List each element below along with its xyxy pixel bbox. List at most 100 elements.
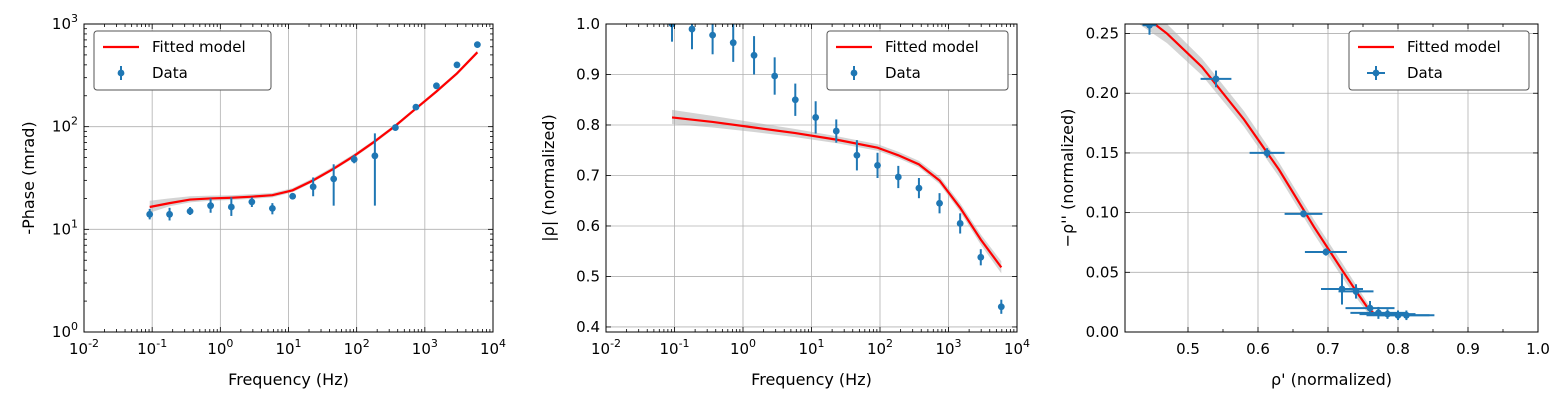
tick-exponent: 2 bbox=[886, 337, 893, 350]
tick-exponent: 0 bbox=[226, 337, 233, 350]
data-point bbox=[956, 213, 964, 234]
data-point bbox=[309, 177, 317, 197]
data-point bbox=[688, 24, 696, 50]
data-marker bbox=[433, 82, 440, 90]
data-point bbox=[750, 36, 758, 75]
legend-data-swatch bbox=[117, 66, 125, 80]
data-marker bbox=[1322, 248, 1330, 256]
data-marker bbox=[1146, 24, 1153, 29]
data-point bbox=[207, 198, 215, 213]
tick-base: 10 bbox=[935, 340, 954, 358]
y-tick-label: 0.7 bbox=[576, 166, 600, 184]
y-tick-label: 102 bbox=[52, 115, 78, 136]
data-marker bbox=[1212, 75, 1220, 83]
x-tick-label: 0.9 bbox=[1456, 340, 1480, 358]
data-point bbox=[915, 178, 923, 199]
data-point bbox=[1304, 248, 1347, 256]
y-tick-label: 0.4 bbox=[576, 318, 600, 336]
y-tick-label: 0.05 bbox=[1086, 263, 1119, 281]
tick-base: 10 bbox=[480, 340, 499, 358]
x-tick-label: 1.0 bbox=[1526, 340, 1550, 358]
data-marker bbox=[248, 198, 256, 206]
legend-data-swatch bbox=[850, 66, 858, 80]
data-marker bbox=[668, 24, 676, 28]
data-marker bbox=[330, 175, 338, 183]
data-marker bbox=[729, 39, 737, 47]
data-point bbox=[997, 299, 1005, 314]
tick-exponent: -1 bbox=[679, 337, 690, 350]
tick-base: 10 bbox=[52, 118, 71, 136]
data-point bbox=[1200, 70, 1232, 88]
data-points bbox=[668, 24, 1005, 314]
data-point bbox=[268, 203, 276, 215]
data-marker bbox=[688, 25, 696, 33]
data-point bbox=[473, 41, 481, 49]
data-point bbox=[1345, 300, 1395, 316]
legend: Fitted model Data bbox=[826, 30, 1009, 91]
data-point bbox=[289, 192, 297, 200]
data-point bbox=[709, 24, 717, 55]
tick-exponent: 0 bbox=[749, 337, 756, 350]
data-marker bbox=[832, 127, 840, 135]
data-point bbox=[371, 133, 379, 206]
legend: Fitted model Data bbox=[93, 30, 272, 91]
data-marker bbox=[1366, 304, 1374, 312]
y-tick-label: 0.10 bbox=[1086, 204, 1119, 222]
fitted-model-curve bbox=[671, 116, 1003, 269]
data-point bbox=[146, 208, 154, 220]
plot-frame bbox=[1124, 23, 1539, 333]
data-marker bbox=[453, 61, 461, 69]
y-tick-label: 0.15 bbox=[1086, 144, 1119, 162]
data-point bbox=[1249, 148, 1285, 158]
data-marker bbox=[874, 161, 881, 169]
y-tick-label: 0.8 bbox=[576, 116, 600, 134]
data-point bbox=[186, 207, 194, 215]
y-tick-label: 0.25 bbox=[1086, 25, 1119, 43]
data-marker bbox=[473, 41, 481, 49]
y-ticks: 0.00 0.05 0.10 0.15 0.20 0.25 bbox=[1086, 25, 1538, 341]
data-marker bbox=[289, 192, 297, 200]
model-band bbox=[1139, 24, 1374, 317]
data-marker bbox=[412, 103, 420, 111]
tick-base: 10 bbox=[52, 323, 71, 341]
data-point bbox=[832, 119, 840, 143]
legend-label-data: Data bbox=[152, 64, 188, 82]
data-marker bbox=[371, 152, 379, 160]
tick-base: 10 bbox=[730, 340, 749, 358]
tick-exponent: 3 bbox=[431, 337, 438, 350]
x-tick-label: 0.7 bbox=[1316, 340, 1340, 358]
data-marker bbox=[268, 204, 276, 212]
data-point bbox=[874, 152, 881, 178]
data-point bbox=[227, 197, 235, 216]
x-tick-label: 10-1 bbox=[137, 337, 167, 358]
tick-base: 10 bbox=[69, 340, 88, 358]
x-ticks: 10-2 10-1 100 101 102 103 104 bbox=[69, 24, 506, 358]
data-marker bbox=[771, 72, 779, 80]
tick-base: 10 bbox=[137, 340, 156, 358]
fitted-model-curve bbox=[1152, 24, 1375, 314]
x-tick-label: 101 bbox=[275, 337, 301, 358]
data-point bbox=[248, 197, 256, 208]
y-axis-label: -Phase (mrad) bbox=[19, 121, 38, 234]
data-point bbox=[433, 82, 440, 90]
data-point bbox=[1338, 284, 1374, 299]
y-tick-label: 100 bbox=[52, 320, 78, 341]
data-marker bbox=[1403, 311, 1410, 319]
tick-exponent: 4 bbox=[1023, 337, 1030, 350]
data-point bbox=[1378, 310, 1435, 321]
legend-box bbox=[826, 30, 1009, 91]
tick-exponent: 4 bbox=[499, 337, 506, 350]
x-axis-label: Frequency (Hz) bbox=[228, 370, 349, 389]
data-point bbox=[853, 140, 861, 171]
y-tick-label: 0.20 bbox=[1086, 84, 1119, 102]
legend-marker-dot bbox=[1372, 69, 1380, 77]
x-tick-label: 103 bbox=[412, 337, 438, 358]
tick-exponent: -2 bbox=[610, 337, 621, 350]
data-point bbox=[729, 24, 737, 62]
data-point bbox=[166, 207, 173, 221]
x-tick-label: 103 bbox=[935, 337, 961, 358]
data-point bbox=[894, 165, 902, 189]
axes-frame bbox=[1124, 23, 1539, 333]
